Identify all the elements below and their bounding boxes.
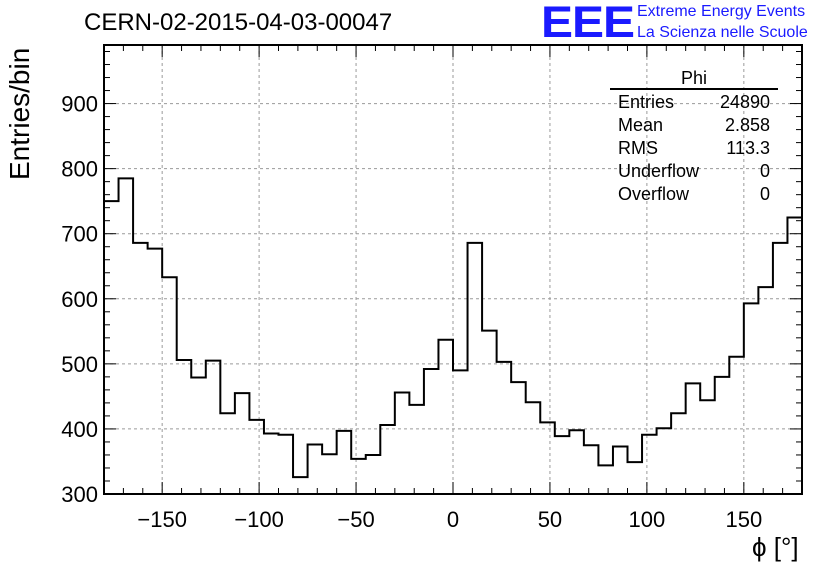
stats-row: Underflow 0 — [610, 159, 778, 182]
chart-title: CERN-02-2015-04-03-00047 — [84, 9, 393, 36]
stats-box: Phi Entries 24890 Mean 2.858 RMS 113.3 U… — [610, 68, 778, 205]
stats-divider — [610, 88, 778, 90]
stats-key: Underflow — [618, 161, 700, 181]
stats-key: RMS — [618, 138, 658, 158]
y-tick-label: 300 — [61, 482, 98, 507]
stats-title: Phi — [680, 68, 707, 88]
y-tick-label: 400 — [61, 417, 98, 442]
histogram-line — [103, 158, 803, 494]
stats-value: 0 — [759, 184, 770, 204]
stats-row: Overflow 0 — [610, 182, 778, 205]
stats-key: Entries — [618, 92, 675, 112]
x-axis-label: ϕ [°] — [752, 532, 799, 562]
stats-row: Mean 2.858 — [610, 113, 778, 136]
y-tick-label: 900 — [61, 92, 98, 117]
stats-value: 0 — [759, 161, 770, 181]
y-axis-label: Entries/bin — [4, 47, 35, 180]
stats-row: RMS 113.3 — [610, 136, 778, 159]
y-tick-label: 500 — [61, 352, 98, 377]
y-tick-label: 800 — [61, 157, 98, 182]
x-axis-ticks: −150 −100 −50 0 50 100 150 — [122, 45, 784, 532]
y-tick-label: 600 — [61, 287, 98, 312]
x-tick-label: 0 — [447, 507, 459, 532]
stats-value: 2.858 — [724, 115, 770, 135]
x-tick-label: −150 — [137, 507, 187, 532]
x-tick-label: 50 — [538, 507, 562, 532]
x-tick-label: 150 — [725, 507, 762, 532]
stats-key: Mean — [618, 115, 664, 135]
y-tick-label: 700 — [61, 222, 98, 247]
stats-key: Overflow — [618, 184, 690, 204]
logo-caption-line2: La Scienza nelle Scuole — [637, 24, 808, 41]
eee-logo: EEE — [541, 0, 635, 47]
x-tick-label: 100 — [629, 507, 666, 532]
y-axis-ticks: 300 400 500 600 700 800 900 — [61, 51, 802, 507]
stats-value: 113.3 — [726, 138, 770, 158]
logo-caption-line1: Extreme Energy Events — [637, 3, 806, 20]
stats-row: Entries 24890 — [610, 90, 778, 113]
stats-value: 24890 — [719, 92, 770, 112]
x-tick-label: −100 — [234, 507, 284, 532]
x-tick-label: −50 — [337, 507, 374, 532]
